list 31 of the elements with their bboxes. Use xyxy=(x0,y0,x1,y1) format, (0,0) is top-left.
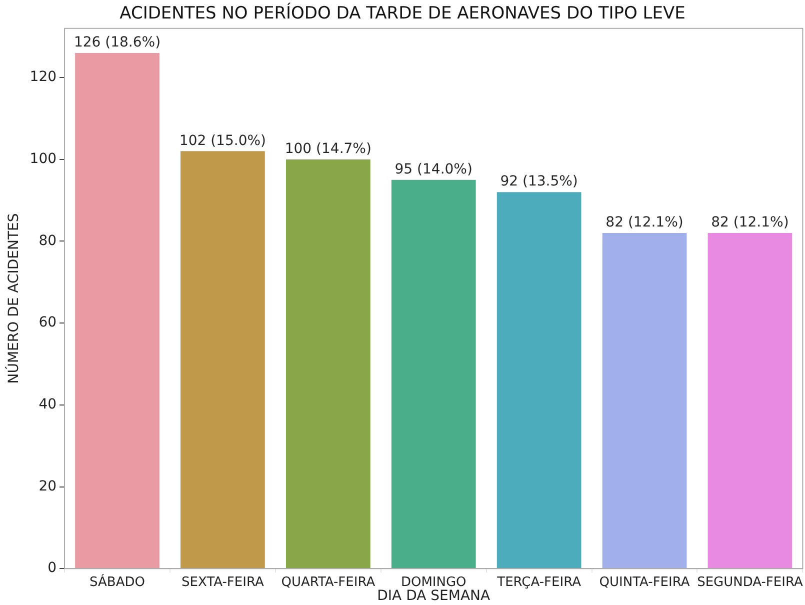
y-axis-title: NÚMERO DE ACIDENTES xyxy=(5,213,22,384)
data-label: 100 (14.7%) xyxy=(284,141,372,157)
y-tick-label: 40 xyxy=(38,396,57,413)
x-tick-label: DOMINGO xyxy=(400,574,466,590)
bar xyxy=(286,159,370,568)
y-tick-label: 0 xyxy=(48,560,57,576)
x-tick-label: SEXTA-FEIRA xyxy=(182,574,264,590)
data-label: 92 (13.5%) xyxy=(500,174,578,190)
y-tick-label: 100 xyxy=(30,151,57,167)
data-label: 102 (15.0%) xyxy=(179,132,266,149)
y-tick-label: 120 xyxy=(30,69,57,86)
x-tick-label: SÁBADO xyxy=(90,572,145,590)
data-label: 126 (18.6%) xyxy=(74,34,161,51)
x-tick-label: QUINTA-FEIRA xyxy=(599,574,690,590)
x-tick-label: QUARTA-FEIRA xyxy=(281,574,376,590)
x-tick-label: TERÇA-FEIRA xyxy=(496,574,582,590)
y-tick-label: 80 xyxy=(38,232,57,249)
bar xyxy=(496,192,582,568)
y-tick-label: 20 xyxy=(38,478,57,494)
x-tick-label: SEGUNDA-FEIRA xyxy=(697,574,803,590)
bar xyxy=(708,233,792,568)
bar xyxy=(180,151,265,568)
chart-title: ACIDENTES NO PERÍODO DA TARDE DE AERONAVES DO TIPO LEVE xyxy=(120,2,686,24)
bar xyxy=(75,52,160,568)
y-tick-label: 60 xyxy=(38,314,57,331)
bar xyxy=(602,233,687,568)
data-label: 82 (12.1%) xyxy=(711,214,789,231)
data-label: 82 (12.1%) xyxy=(606,214,684,231)
bar xyxy=(391,180,476,568)
x-axis-title: DIA DA SEMANA xyxy=(377,588,490,604)
data-label: 95 (14.0%) xyxy=(394,161,472,178)
